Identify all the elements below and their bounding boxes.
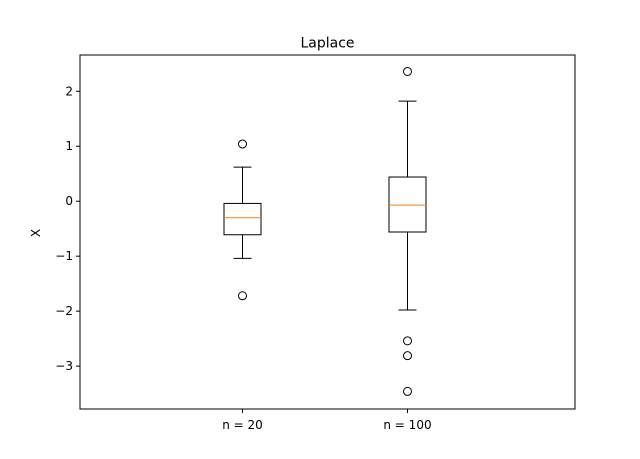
outlier-point <box>403 66 412 76</box>
outlier-point <box>403 351 412 361</box>
chart-title: Laplace <box>300 36 354 52</box>
outlier-point <box>403 386 412 396</box>
axes-frame <box>79 54 576 410</box>
y-tick-label: −3 <box>55 359 73 373</box>
y-tick-label: −2 <box>55 304 73 318</box>
y-tick-label: −1 <box>55 249 73 263</box>
iqr-box <box>388 176 427 233</box>
y-tick-label: 2 <box>65 84 73 98</box>
box-n100 <box>388 66 427 396</box>
y-tick-label: 0 <box>65 194 73 208</box>
box-n20 <box>223 139 262 301</box>
outlier-point <box>403 336 412 346</box>
x-tick-label: n = 100 <box>383 418 431 432</box>
y-tick-label: 1 <box>65 139 73 153</box>
x-tick-label: n = 20 <box>222 418 263 432</box>
iqr-box <box>223 202 262 236</box>
outlier-point <box>238 291 247 301</box>
y-axis-label: X <box>29 229 43 237</box>
plot-area: 2 1 0 −1 −2 −3 n = 20 n = 100 <box>55 66 432 432</box>
outlier-point <box>238 139 247 149</box>
